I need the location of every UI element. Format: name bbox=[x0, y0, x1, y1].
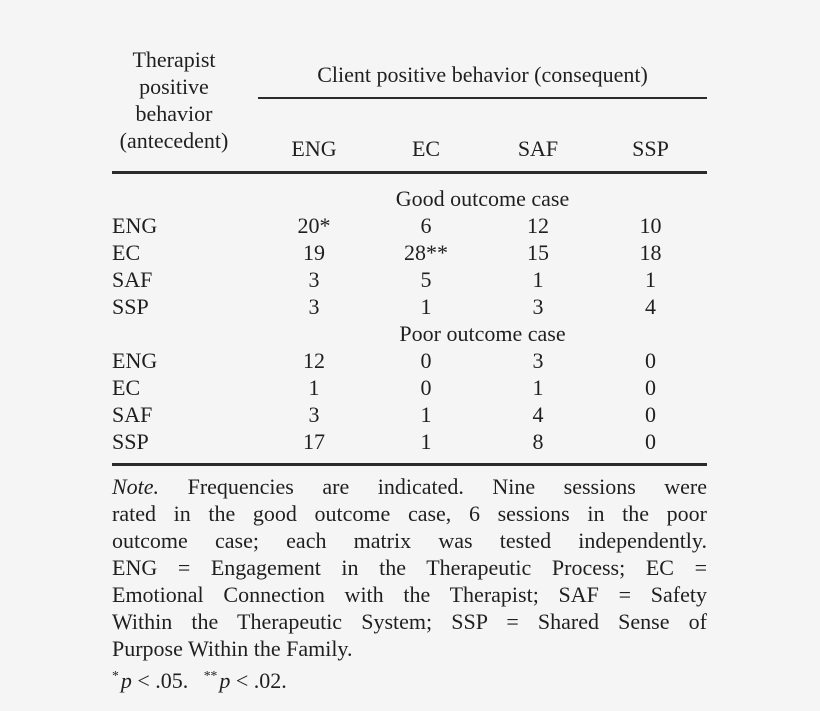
note-line: Within the Therapeutic System; SSP = Sha… bbox=[112, 609, 707, 634]
note-text: Frequencies are indicated. Nine sessions… bbox=[187, 474, 708, 499]
data-cell: 1 bbox=[532, 267, 544, 292]
note-line: rated in the good outcome case, 6 sessio… bbox=[112, 501, 707, 526]
section-header-row: Good outcome case bbox=[112, 174, 707, 212]
data-cell: 0 bbox=[645, 348, 657, 373]
row-label: SSP bbox=[112, 294, 149, 319]
table-row: SAF 3 5 1 1 bbox=[112, 266, 707, 293]
p-value: < .05. bbox=[131, 668, 189, 694]
significance-item: *p < .05. bbox=[112, 668, 188, 693]
table-row: EC 1 0 1 0 bbox=[112, 374, 707, 401]
table-row: SSP 17 1 8 0 bbox=[112, 428, 707, 463]
data-cell: 15 bbox=[527, 240, 549, 265]
data-cell: 20* bbox=[297, 213, 331, 238]
header-row-spanner: Therapist positive behavior (antecedent)… bbox=[112, 28, 708, 174]
header-row-columns: ENG EC SAF SSP bbox=[112, 99, 708, 174]
data-cell: 3 bbox=[532, 294, 544, 319]
data-cell: 3 bbox=[308, 294, 320, 319]
note-line: outcome case; each matrix was tested ind… bbox=[112, 528, 707, 553]
data-cell: 18 bbox=[639, 240, 662, 265]
row-label: SAF bbox=[112, 267, 153, 292]
data-cell: 17 bbox=[303, 429, 325, 454]
row-label: EC bbox=[112, 240, 141, 265]
note-line: Emotional Connection with the Therapist;… bbox=[112, 582, 707, 607]
empty-cell bbox=[112, 320, 258, 347]
data-cell: 1 bbox=[308, 375, 320, 400]
data-cell: 19 bbox=[303, 240, 325, 265]
note-line: Note. Frequencies are indicated. Nine se… bbox=[112, 473, 707, 500]
p-symbol: p bbox=[120, 668, 132, 694]
note-line: ENG = Engagement in the Therapeutic Proc… bbox=[112, 555, 707, 580]
data-cell: 28** bbox=[404, 240, 448, 265]
data-cell: 1 bbox=[420, 402, 432, 427]
asterisk-marker: * bbox=[112, 668, 119, 683]
column-header-ec: EC bbox=[370, 99, 482, 174]
stub-header: Therapist positive behavior (antecedent) bbox=[112, 28, 258, 174]
row-label: SAF bbox=[112, 402, 153, 427]
frequency-table: Therapist positive behavior (antecedent)… bbox=[112, 28, 708, 466]
data-cell: 0 bbox=[645, 402, 657, 427]
data-cell: 0 bbox=[645, 375, 657, 400]
data-cell: 0 bbox=[645, 429, 657, 454]
column-header-saf: SAF bbox=[482, 99, 594, 174]
section-header-row: Poor outcome case bbox=[112, 320, 707, 347]
table-row: ENG 12 0 3 0 bbox=[112, 347, 707, 374]
data-cell: 0 bbox=[420, 348, 432, 373]
table-row: SAF 3 1 4 0 bbox=[112, 401, 707, 428]
data-cell: 8 bbox=[532, 429, 544, 454]
section-label-poor: Poor outcome case bbox=[399, 321, 566, 346]
empty-cell bbox=[112, 174, 258, 212]
data-cell: 4 bbox=[645, 294, 657, 319]
table-note: Note. Frequencies are indicated. Nine se… bbox=[112, 473, 707, 662]
data-cell: 12 bbox=[303, 348, 325, 373]
p-value: < .02. bbox=[230, 668, 287, 694]
data-cell: 3 bbox=[308, 267, 320, 292]
data-cell: 1 bbox=[420, 294, 432, 319]
data-cell: 10 bbox=[639, 213, 662, 238]
data-cell: 3 bbox=[308, 402, 320, 427]
data-cell: 3 bbox=[532, 348, 544, 373]
p-symbol: p bbox=[219, 668, 231, 694]
asterisk-marker: ** bbox=[203, 668, 218, 683]
data-cell: 4 bbox=[532, 402, 544, 427]
note-label: Note. bbox=[112, 474, 160, 499]
spanner-header: Client positive behavior (consequent) bbox=[258, 28, 708, 99]
column-header-eng: ENG bbox=[258, 99, 370, 174]
section-label-good: Good outcome case bbox=[395, 186, 570, 211]
row-label: SSP bbox=[112, 429, 149, 454]
row-label: ENG bbox=[112, 213, 158, 238]
data-cell: 6 bbox=[420, 213, 432, 238]
note-line: Purpose Within the Family. bbox=[112, 636, 353, 661]
data-cell: 5 bbox=[420, 267, 432, 292]
significance-note: *p < .05. **p < .02. bbox=[112, 662, 820, 694]
row-label: EC bbox=[112, 375, 141, 400]
table-row: ENG 20* 6 12 10 bbox=[112, 212, 707, 239]
data-cell: 1 bbox=[420, 429, 432, 454]
significance-item: **p < .02. bbox=[204, 668, 287, 693]
column-header-ssp: SSP bbox=[594, 99, 708, 174]
data-cell: 0 bbox=[420, 375, 432, 400]
row-label: ENG bbox=[112, 348, 158, 373]
data-cell: 1 bbox=[532, 375, 544, 400]
data-cell: 1 bbox=[645, 267, 657, 292]
table-row: EC 19 28** 15 18 bbox=[112, 239, 707, 266]
data-cell: 12 bbox=[527, 213, 549, 238]
table-row: SSP 3 1 3 4 bbox=[112, 293, 707, 320]
